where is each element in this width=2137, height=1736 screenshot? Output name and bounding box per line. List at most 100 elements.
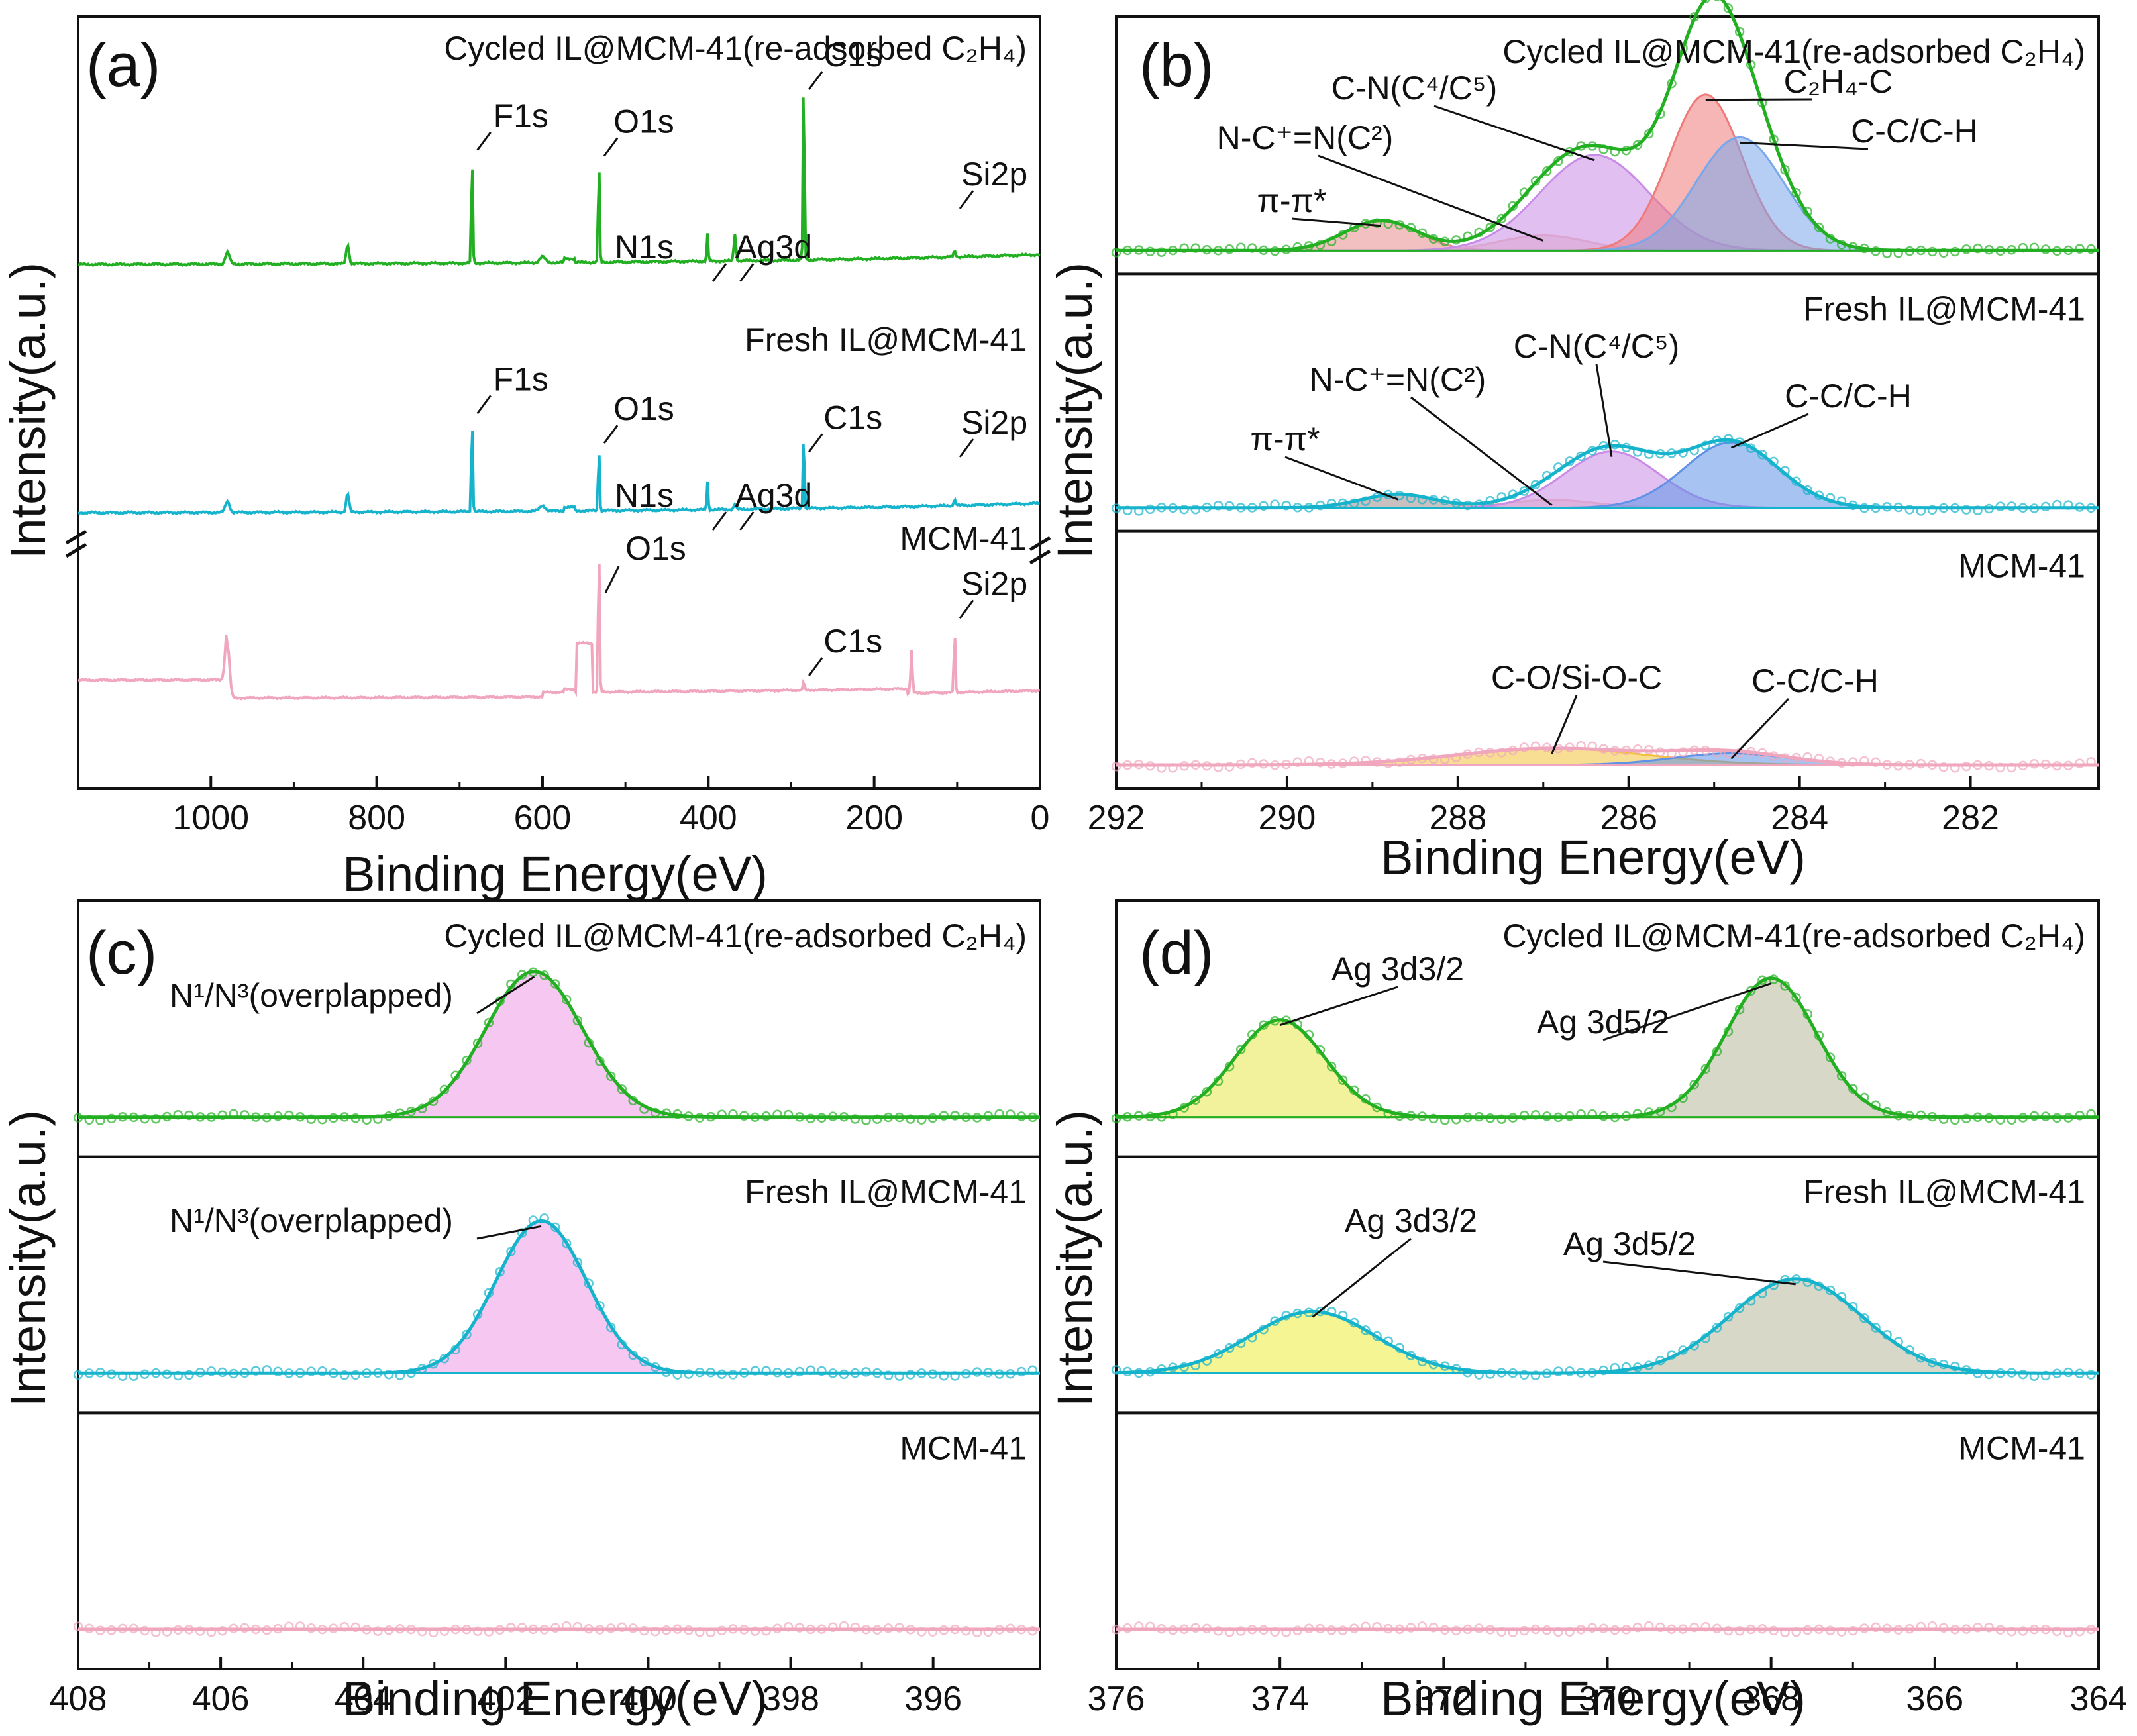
data-point <box>1938 1359 1949 1370</box>
data-point <box>417 1364 427 1374</box>
data-point <box>206 1627 217 1637</box>
data-point <box>84 1115 95 1125</box>
data-point <box>1428 234 1439 244</box>
x-tick-label: 408 <box>50 1680 107 1718</box>
data-point <box>1791 1274 1801 1284</box>
data-point <box>1133 245 1144 255</box>
data-point <box>1927 1357 1938 1368</box>
data-point <box>140 1625 150 1636</box>
data-point <box>1723 434 1734 444</box>
data-point <box>506 1623 516 1633</box>
data-point <box>95 1115 105 1125</box>
data-point <box>1893 248 1903 258</box>
data-point <box>1598 1111 1609 1121</box>
data-point <box>428 1096 439 1106</box>
data-point <box>1224 1343 1235 1353</box>
data-point <box>1361 756 1371 766</box>
data-point <box>1337 230 1348 240</box>
data-point <box>1202 244 1212 255</box>
data-point <box>1235 1045 1246 1054</box>
data-point <box>1961 761 1971 772</box>
data-point <box>872 1114 882 1125</box>
data-point <box>1315 240 1326 250</box>
data-point <box>1439 1115 1450 1125</box>
data-point <box>129 1112 139 1123</box>
data-point <box>861 1625 871 1635</box>
data-point <box>1791 752 1801 763</box>
data-point <box>927 1627 938 1637</box>
data-point <box>1157 503 1167 513</box>
data-point <box>1016 1625 1027 1635</box>
data-point <box>329 1113 339 1123</box>
data-point <box>1394 1343 1405 1353</box>
data-point <box>1337 1625 1348 1635</box>
data-point <box>1598 144 1609 154</box>
data-point <box>1610 440 1620 450</box>
data-point <box>1190 760 1201 770</box>
data-point <box>1632 744 1643 754</box>
data-point <box>2075 1111 2085 1121</box>
data-point <box>1406 1351 1416 1360</box>
data-point <box>1995 762 2005 773</box>
data-point <box>1541 470 1552 481</box>
data-point <box>173 1109 183 1120</box>
data-point <box>428 1358 439 1369</box>
data-point <box>129 1371 139 1381</box>
x-tick-label: 370 <box>1579 1680 1636 1718</box>
data-point <box>728 1109 738 1119</box>
data-point <box>2018 760 2028 771</box>
data-point <box>1882 1329 1892 1340</box>
data-point <box>694 1627 705 1637</box>
peak-label: N1s <box>615 477 674 514</box>
data-point <box>684 1369 694 1379</box>
data-point <box>506 979 516 990</box>
data-point <box>1791 992 1801 1003</box>
peak-leader <box>604 566 620 593</box>
data-point <box>883 1112 894 1123</box>
data-point <box>484 1627 494 1637</box>
data-point <box>539 1625 549 1635</box>
data-point <box>1689 1341 1699 1351</box>
data-point <box>1780 753 1790 763</box>
data-point <box>1122 760 1133 770</box>
data-point <box>961 1112 971 1122</box>
data-point <box>1984 1113 1994 1123</box>
data-point <box>1643 1360 1654 1370</box>
data-point <box>1519 742 1530 752</box>
component-label: C-C/C-H <box>1785 378 1912 415</box>
data-point <box>195 1626 205 1636</box>
data-point <box>1621 745 1632 756</box>
data-point <box>1122 245 1133 256</box>
data-point <box>1565 146 1575 157</box>
data-point <box>1383 758 1393 768</box>
data-point <box>572 1257 583 1268</box>
data-point <box>1769 751 1779 761</box>
data-point <box>1213 1076 1224 1086</box>
data-point <box>1712 747 1722 758</box>
data-point <box>605 1623 616 1633</box>
data-point <box>1848 242 1858 252</box>
data-point <box>994 1369 1004 1379</box>
data-point <box>1133 1368 1144 1378</box>
peak-label: N1s <box>615 229 674 266</box>
data-point <box>1292 1308 1303 1319</box>
data-point <box>2007 762 2017 773</box>
x-tick-label: 376 <box>1088 1680 1145 1718</box>
data-point <box>1565 456 1575 466</box>
data-point <box>1157 1112 1167 1122</box>
data-point <box>783 1368 794 1378</box>
data-point <box>639 1625 649 1636</box>
data-point <box>173 1625 183 1635</box>
data-point <box>462 1625 472 1635</box>
data-point <box>1337 1310 1348 1321</box>
data-point <box>1213 246 1224 256</box>
data-point <box>1281 1627 1291 1637</box>
data-point <box>151 1627 161 1637</box>
data-point <box>1235 1338 1246 1349</box>
data-point <box>1700 0 1710 4</box>
peak-label: Ag3d <box>735 229 812 266</box>
data-point <box>395 1623 405 1634</box>
x-tick-label: 284 <box>1771 799 1828 837</box>
data-point <box>262 1113 272 1123</box>
data-point <box>417 1627 427 1637</box>
